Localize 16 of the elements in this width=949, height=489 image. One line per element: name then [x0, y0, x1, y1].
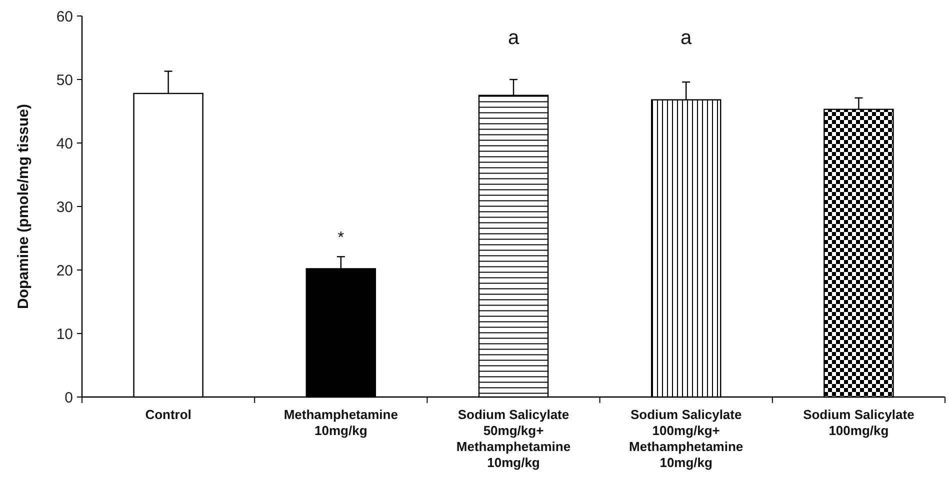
- annotation: a: [680, 27, 693, 49]
- y-axis-title: Dopamine (pmole/mg tissue): [15, 104, 32, 310]
- x-tick-label: Sodium Salicylate 100mg/kg+ Methamphetamine 10mg/kg: [629, 407, 744, 470]
- y-tick-label: 30: [56, 198, 73, 216]
- x-tick-label: Sodium Salicylate 50mg/kg+ Methamphetamine 10mg/kg: [456, 407, 571, 470]
- y-tick-label: 50: [56, 72, 73, 89]
- y-tick-label: 10: [56, 326, 73, 343]
- x-tick-label: Methamphetamine 10mg/kg: [284, 407, 398, 438]
- y-tick-label: 20: [56, 262, 73, 280]
- y-tick-label: 40: [56, 135, 73, 152]
- y-tick-label: 0: [64, 389, 73, 406]
- y-tick-label: 60: [56, 8, 73, 26]
- x-tick-label: Control: [145, 407, 192, 422]
- x-tick-label: Sodium Salicylate 100mg/kg: [803, 407, 914, 438]
- annotation: a: [508, 27, 520, 49]
- annotation: *: [338, 229, 344, 246]
